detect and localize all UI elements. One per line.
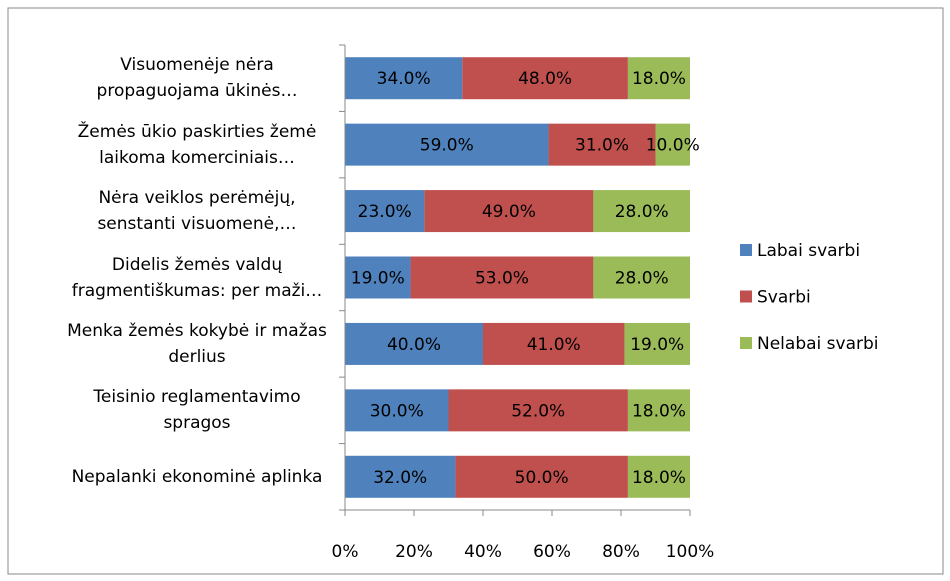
value-label: 48.0% (518, 69, 572, 89)
x-tick-label: 80% (602, 542, 640, 562)
x-tick-label: 40% (464, 542, 502, 562)
legend-label: Svarbi (757, 288, 811, 308)
bar-segment (345, 256, 411, 299)
category-label: Visuomenėje nėra propaguojama ūkinės… (96, 55, 298, 102)
legend-label: Labai svarbi (757, 241, 860, 261)
value-label: 40.0% (387, 335, 441, 355)
value-label: 32.0% (373, 468, 427, 488)
value-label: 49.0% (482, 202, 536, 222)
bar-segment (448, 389, 628, 432)
x-tick-label: 100% (666, 542, 715, 562)
bar-segment (655, 123, 690, 166)
value-label: 19.0% (630, 335, 684, 355)
bar-segment (345, 322, 483, 365)
category-label: Nepalanki ekonominė aplinka (71, 466, 323, 487)
legend-swatch (740, 244, 752, 256)
value-label: 31.0% (575, 136, 629, 156)
value-label: 34.0% (377, 69, 431, 89)
bar-segment (410, 256, 594, 299)
value-label: 18.0% (632, 468, 686, 488)
bar-segment (345, 455, 456, 498)
bar-segment (593, 190, 690, 233)
legend-swatch (740, 337, 752, 349)
bar-segment (345, 57, 463, 100)
value-label: 50.0% (515, 468, 569, 488)
legend-label: Nelabai svarbi (757, 334, 879, 354)
category-label: Menka žemės kokybė ir mažas derlius (67, 320, 327, 367)
value-label: 59.0% (420, 136, 474, 156)
value-label: 30.0% (370, 401, 424, 421)
category-label: Didelis žemės valdų fragmentiškumas: per… (71, 254, 323, 301)
bar-segment (424, 190, 594, 233)
x-tick-label: 60% (533, 542, 571, 562)
bar-segment (462, 57, 628, 100)
value-label: 19.0% (351, 269, 405, 289)
value-label: 28.0% (615, 269, 669, 289)
bar-segment (345, 190, 425, 233)
bar-segment (548, 123, 656, 166)
bar-segment (455, 455, 628, 498)
bar-segment (627, 57, 690, 100)
bar-segment (483, 322, 625, 365)
bar-segment (345, 123, 549, 166)
value-label: 23.0% (358, 202, 412, 222)
bar-segment (345, 389, 449, 432)
bar-segment (624, 322, 690, 365)
category-label: Teisinio reglamentavimo spragos (93, 387, 301, 434)
value-label: 53.0% (475, 269, 529, 289)
x-tick-label: 20% (395, 542, 433, 562)
value-label: 41.0% (527, 335, 581, 355)
bar-segment (593, 256, 690, 299)
value-label: 28.0% (615, 202, 669, 222)
value-label: 18.0% (632, 401, 686, 421)
legend-swatch (740, 290, 752, 303)
category-label: Žemės ūkio paskirties žemė laikoma komer… (77, 121, 317, 168)
value-label: 52.0% (511, 401, 565, 421)
category-label: Nėra veiklos perėmėjų, senstanti visuome… (97, 188, 297, 235)
bar-segment (627, 455, 690, 498)
x-tick-label: 0% (332, 542, 359, 562)
bar-segment (627, 389, 690, 432)
value-label: 10.0% (646, 136, 700, 156)
value-label: 18.0% (632, 69, 686, 89)
